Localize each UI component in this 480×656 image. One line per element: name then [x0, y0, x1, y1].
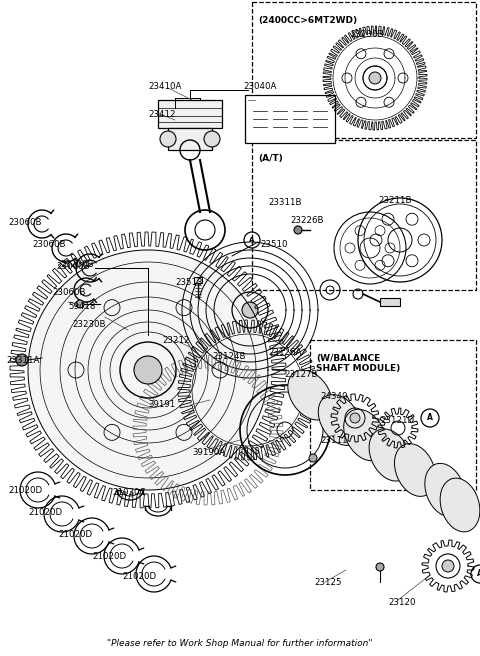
Text: 23111: 23111	[320, 436, 348, 445]
Text: 23060B: 23060B	[8, 218, 41, 227]
Circle shape	[16, 354, 28, 366]
Ellipse shape	[288, 370, 332, 420]
Ellipse shape	[395, 443, 435, 497]
Text: 23060B: 23060B	[52, 288, 85, 297]
Text: "Please refer to Work Shop Manual for further information": "Please refer to Work Shop Manual for fu…	[107, 639, 373, 648]
Text: 21030C: 21030C	[112, 488, 145, 497]
Text: 23412: 23412	[148, 110, 176, 119]
Text: 21020D: 21020D	[8, 486, 42, 495]
Text: 23230B: 23230B	[350, 30, 384, 39]
Circle shape	[242, 302, 258, 318]
Text: 21020D: 21020D	[58, 530, 92, 539]
Circle shape	[369, 72, 381, 84]
Text: 23410A: 23410A	[148, 82, 181, 91]
Ellipse shape	[273, 104, 287, 134]
Text: 23121D: 23121D	[380, 416, 414, 425]
Text: 23124B: 23124B	[212, 352, 245, 361]
Ellipse shape	[344, 409, 386, 461]
Text: 23120: 23120	[388, 598, 416, 607]
Text: 23311A: 23311A	[6, 356, 39, 365]
Text: 39191: 39191	[148, 400, 175, 409]
Ellipse shape	[425, 463, 465, 517]
Text: 23513: 23513	[175, 278, 203, 287]
Bar	[252, 140, 476, 290]
Bar	[310, 340, 476, 490]
Text: 23311B: 23311B	[268, 198, 301, 207]
Text: 23060B: 23060B	[56, 262, 89, 271]
Text: 21020D: 21020D	[92, 552, 126, 561]
Circle shape	[442, 560, 454, 572]
Text: 23510: 23510	[260, 240, 288, 249]
Circle shape	[160, 131, 176, 147]
Ellipse shape	[313, 104, 327, 134]
Circle shape	[350, 413, 360, 423]
Text: 23127B: 23127B	[284, 370, 317, 379]
Text: A: A	[249, 237, 255, 243]
Ellipse shape	[293, 104, 307, 134]
Text: (A/T): (A/T)	[258, 154, 283, 163]
Text: 24340: 24340	[320, 392, 348, 401]
Ellipse shape	[369, 429, 411, 481]
Circle shape	[309, 454, 317, 462]
Text: (W/BALANCE
SHAFT MODULE): (W/BALANCE SHAFT MODULE)	[316, 354, 400, 373]
Text: A: A	[477, 569, 480, 579]
Ellipse shape	[440, 478, 480, 532]
Text: 23211B: 23211B	[378, 196, 411, 205]
Text: 21020D: 21020D	[122, 572, 156, 581]
Text: 23125: 23125	[314, 578, 341, 587]
Bar	[252, 2, 476, 138]
Bar	[194, 277, 202, 283]
Bar	[158, 100, 222, 128]
Bar	[380, 298, 400, 306]
Text: (2400CC>6MT2WD): (2400CC>6MT2WD)	[258, 16, 357, 25]
Bar	[245, 95, 335, 143]
Text: 23226B: 23226B	[290, 216, 324, 225]
Text: 21020D: 21020D	[28, 508, 62, 517]
Text: 23200B: 23200B	[60, 260, 94, 269]
Text: 23230B: 23230B	[72, 320, 106, 329]
Text: 39190A: 39190A	[192, 448, 225, 457]
Ellipse shape	[253, 104, 267, 134]
Text: 23060B: 23060B	[32, 240, 65, 249]
Circle shape	[294, 226, 302, 234]
Circle shape	[376, 563, 384, 571]
Text: 23126A: 23126A	[268, 348, 301, 357]
Circle shape	[76, 300, 84, 308]
Circle shape	[204, 131, 220, 147]
Text: 23212: 23212	[162, 336, 190, 345]
Bar	[168, 128, 212, 150]
Text: A: A	[427, 413, 433, 422]
Circle shape	[134, 356, 162, 384]
Text: 23040A: 23040A	[243, 82, 276, 91]
Text: 59418: 59418	[68, 302, 96, 311]
Polygon shape	[28, 250, 268, 490]
Ellipse shape	[318, 395, 362, 445]
